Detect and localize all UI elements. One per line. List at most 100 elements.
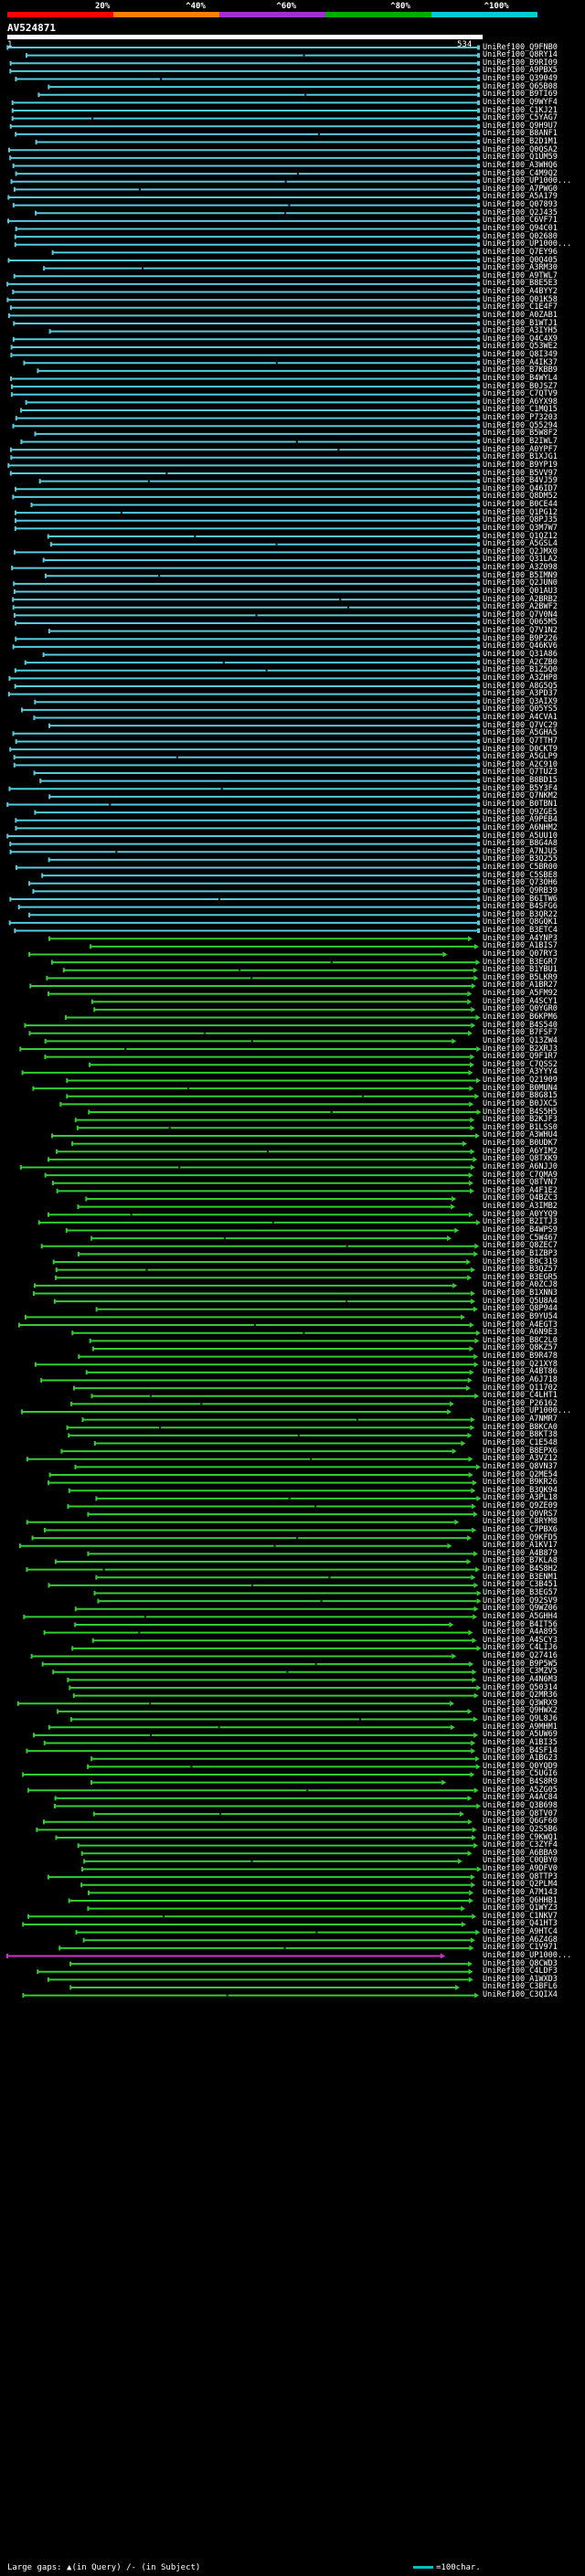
hit-label[interactable]: UniRef100_Q3AIX9 xyxy=(483,696,558,706)
hit-label[interactable]: UniRef100_B2KJF3 xyxy=(483,1115,558,1125)
hit-label[interactable]: UniRef100_B7KLA8 xyxy=(483,1556,558,1566)
hit-label[interactable]: UniRef100_A3IMB2 xyxy=(483,1202,558,1212)
hit-label[interactable]: UniRef100_Q8I349 xyxy=(483,350,558,360)
hit-label[interactable]: UniRef100_A0ZAB1 xyxy=(483,310,558,320)
hit-label[interactable]: UniRef100_C5YAG7 xyxy=(483,113,558,123)
hit-label[interactable]: UniRef100_B8E5E3 xyxy=(483,279,558,289)
hit-label[interactable]: UniRef100_Q7TTH7 xyxy=(483,736,558,746)
hit-label[interactable]: UniRef100_A4SCY3 xyxy=(483,1635,558,1645)
hit-label[interactable]: UniRef100_C7QSS2 xyxy=(483,1059,558,1069)
hit-label[interactable]: UniRef100_Q8VN37 xyxy=(483,1461,558,1471)
hit-label[interactable]: UniRef100_Q02680 xyxy=(483,231,558,241)
hit-label[interactable]: UniRef100_A1BIS7 xyxy=(483,941,558,951)
hit-label[interactable]: UniRef100_Q1QZ12 xyxy=(483,531,558,541)
hit-label[interactable]: UniRef100_B4SFG6 xyxy=(483,902,558,912)
hit-label[interactable]: UniRef100_C5BR00 xyxy=(483,863,558,873)
hit-label[interactable]: UniRef100_Q46KV6 xyxy=(483,641,558,652)
hit-label[interactable]: UniRef100_A2BWF2 xyxy=(483,602,558,612)
hit-label[interactable]: UniRef100_A2CZB0 xyxy=(483,657,558,667)
hit-label[interactable]: UniRef100_Q1WYZ3 xyxy=(483,1903,558,1913)
hit-label[interactable]: UniRef100_B8BD15 xyxy=(483,776,558,786)
hit-label[interactable]: UniRef100_B3ETC4 xyxy=(483,926,558,936)
hit-label[interactable]: UniRef100_B2D1M1 xyxy=(483,137,558,147)
hit-label[interactable]: UniRef100_Q4BZC3 xyxy=(483,1193,558,1203)
hit-label[interactable]: UniRef100_B9TI69 xyxy=(483,90,558,100)
hit-label[interactable]: UniRef100_Q3M7W7 xyxy=(483,523,558,533)
hit-label[interactable]: UniRef100_Q2ME54 xyxy=(483,1469,558,1479)
hit-label[interactable]: UniRef100_A5A179 xyxy=(483,192,558,202)
hit-label[interactable]: UniRef100_Q2PLM4 xyxy=(483,1880,558,1890)
hit-label[interactable]: UniRef100_B5VV97 xyxy=(483,468,558,478)
hit-label[interactable]: UniRef100_A5GSL4 xyxy=(483,539,558,549)
hit-label[interactable]: UniRef100_B2IWL7 xyxy=(483,437,558,446)
hit-label[interactable]: UniRef100_B5W8F2 xyxy=(483,429,558,439)
hit-label[interactable]: UniRef100_C3ZYF4 xyxy=(483,1840,558,1850)
hit-label[interactable]: UniRef100_B1WTJ1 xyxy=(483,318,558,328)
hit-label[interactable]: UniRef100_A5UW69 xyxy=(483,1730,558,1740)
hit-label[interactable]: UniRef100_C0QBY0 xyxy=(483,1856,558,1866)
hit-label[interactable]: UniRef100_Q4C4X9 xyxy=(483,334,558,344)
hit-label[interactable]: UniRef100_Q8TV07 xyxy=(483,1808,558,1818)
hit-label[interactable]: UniRef100_A9MHM1 xyxy=(483,1722,558,1732)
hit-label[interactable]: UniRef100_C1MQ15 xyxy=(483,405,558,415)
hit-label[interactable]: UniRef100_A1BG23 xyxy=(483,1754,558,1764)
hit-label[interactable]: UniRef100_A4SCY1 xyxy=(483,996,558,1006)
hit-label[interactable]: UniRef100_B9YU54 xyxy=(483,1311,558,1321)
hit-label[interactable]: UniRef100_Q46ID7 xyxy=(483,483,558,493)
hit-label[interactable]: UniRef100_B2XRJ3 xyxy=(483,1044,558,1054)
hit-label[interactable]: UniRef100_Q3WRX9 xyxy=(483,1698,558,1708)
hit-label[interactable]: UniRef100_A2BRB2 xyxy=(483,594,558,604)
hit-label[interactable]: UniRef100_A4YNP3 xyxy=(483,933,558,943)
hit-label[interactable]: UniRef100_B1ZBP3 xyxy=(483,1248,558,1258)
hit-label[interactable]: UniRef100_Q8TXK9 xyxy=(483,1154,558,1164)
hit-label[interactable]: UniRef100_P73203 xyxy=(483,413,558,423)
hit-label[interactable]: UniRef100_Q0QSA2 xyxy=(483,144,558,154)
hit-label[interactable]: UniRef100_A7NJU5 xyxy=(483,846,558,856)
hit-label[interactable]: UniRef100_A4BT86 xyxy=(483,1367,558,1377)
hit-label[interactable]: UniRef100_Q8ZEC7 xyxy=(483,1241,558,1251)
hit-label[interactable]: UniRef100_Q0Q405 xyxy=(483,255,558,265)
hit-label[interactable]: UniRef100_A3IYH5 xyxy=(483,326,558,336)
hit-label[interactable]: UniRef100_Q3B698 xyxy=(483,1800,558,1810)
hit-label[interactable]: UniRef100_A5GHH4 xyxy=(483,1611,558,1621)
hit-label[interactable]: UniRef100_A3PL18 xyxy=(483,1493,558,1503)
hit-label[interactable]: UniRef100_Q8CWD3 xyxy=(483,1958,558,1968)
hit-label[interactable]: UniRef100_B0CE44 xyxy=(483,500,558,510)
hit-label[interactable]: UniRef100_Q8DM52 xyxy=(483,492,558,502)
hit-label[interactable]: UniRef100_C1E548 xyxy=(483,1438,558,1447)
hit-label[interactable]: UniRef100_C5SBE8 xyxy=(483,870,558,880)
hit-label[interactable]: UniRef100_Q9ZGE5 xyxy=(483,807,558,817)
hit-label[interactable]: UniRef100_C3MZV5 xyxy=(483,1667,558,1677)
hit-label[interactable]: UniRef100_C7QMA9 xyxy=(483,1170,558,1180)
hit-label[interactable]: UniRef100_Q9L8J6 xyxy=(483,1714,558,1724)
hit-label[interactable]: UniRef100_A4B879 xyxy=(483,1548,558,1558)
hit-label[interactable]: UniRef100_C7PBX6 xyxy=(483,1524,558,1534)
hit-label[interactable]: UniRef100_B4S540 xyxy=(483,1020,558,1030)
hit-label[interactable]: UniRef100_A9PBX5 xyxy=(483,66,558,76)
hit-label[interactable]: UniRef100_Q7TUZ3 xyxy=(483,768,558,778)
hit-label[interactable]: UniRef100_B7FSF7 xyxy=(483,1028,558,1038)
hit-label[interactable]: UniRef100_Q31LA2 xyxy=(483,555,558,565)
hit-label[interactable]: UniRef100_A6YIM2 xyxy=(483,1146,558,1156)
hit-label[interactable]: UniRef100_Q1PG12 xyxy=(483,507,558,517)
hit-label[interactable]: UniRef100_B8KT38 xyxy=(483,1430,558,1440)
hit-label[interactable]: UniRef100_C1E4F7 xyxy=(483,302,558,313)
hit-label[interactable]: UniRef100_Q9KFD5 xyxy=(483,1532,558,1542)
hit-label[interactable]: UniRef100_A4CVA1 xyxy=(483,713,558,723)
hit-label[interactable]: UniRef100_Q1UM59 xyxy=(483,153,558,163)
hit-label[interactable]: UniRef100_A4IK37 xyxy=(483,357,558,367)
hit-label[interactable]: UniRef100_B0TBN1 xyxy=(483,799,558,809)
hit-label[interactable]: UniRef100_B6ITW6 xyxy=(483,894,558,904)
hit-label[interactable]: UniRef100_Q11702 xyxy=(483,1383,558,1393)
hit-label[interactable]: UniRef100_B4IT56 xyxy=(483,1619,558,1629)
hit-label[interactable]: UniRef100_B8G815 xyxy=(483,1091,558,1101)
hit-label[interactable]: UniRef100_A9HTC4 xyxy=(483,1927,558,1937)
hit-label[interactable]: UniRef100_A6J718 xyxy=(483,1374,558,1384)
hit-label[interactable]: UniRef100_A4F1E2 xyxy=(483,1185,558,1195)
hit-label[interactable]: UniRef100_B9P5W5 xyxy=(483,1659,558,1669)
hit-label[interactable]: UniRef100_Q8PJ35 xyxy=(483,515,558,525)
hit-label[interactable]: UniRef100_B5IMN9 xyxy=(483,570,558,580)
hit-label[interactable]: UniRef100_Q55294 xyxy=(483,420,558,430)
hit-label[interactable]: UniRef100_C6VF71 xyxy=(483,216,558,226)
hit-label[interactable]: UniRef100_B0JSZ7 xyxy=(483,381,558,391)
